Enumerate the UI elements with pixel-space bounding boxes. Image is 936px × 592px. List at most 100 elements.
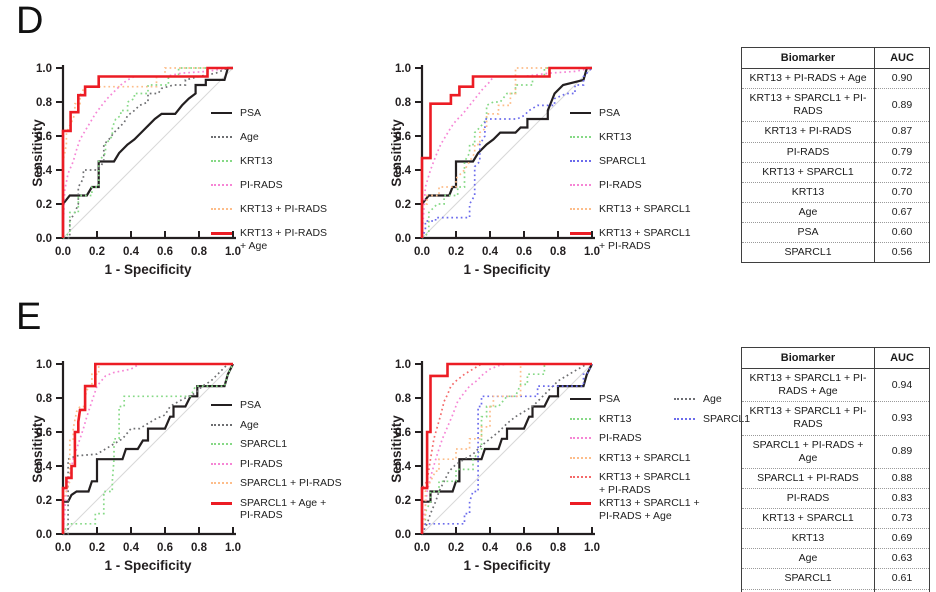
table-header-biomarker: Biomarker [741, 47, 875, 69]
auc-table-d: Biomarker AUC KRT13 + PI-RADS + Age 0.90 KRT… [741, 47, 931, 264]
auc-cell: 0.90 [874, 67, 930, 89]
x-axis-title: 1 - Specificity [463, 262, 551, 277]
diagonal-reference-line [421, 363, 593, 535]
x-tick-label: 0.2 [448, 542, 464, 554]
legend-line-swatch [570, 398, 591, 400]
roc-canvas: 0.00.0 0.2 0.2 0.4 0.4 0.6 0.6 0.8 0.8 1.0 1.0 1 - … [30, 359, 241, 573]
legend-entry: Age [674, 392, 722, 406]
biomarker-cell: KRT13 + PI-RADS [741, 121, 875, 142]
y-axis-title: Sensitivity [389, 415, 404, 483]
table-row: KRT13 + SPARCL1 0.73 [741, 507, 930, 529]
x-tick-label: 0.8 [550, 542, 567, 554]
legend-line-swatch [211, 404, 232, 406]
x-tick-label: 0.0 [414, 542, 430, 554]
auc-cell: 0.57 [874, 588, 930, 592]
roc-curve-krt13-pi-rads-age [61, 66, 233, 238]
x-tick-label: 0.0 [55, 542, 71, 554]
roc-curve-sparcl1 [421, 363, 593, 535]
legend-entry: Age [211, 130, 259, 144]
auc-cell: 0.56 [874, 242, 930, 263]
auc-cell: 0.89 [874, 434, 930, 469]
y-tick-label: 0.8 [36, 393, 53, 405]
diagonal-reference-line [62, 67, 234, 239]
x-tick-label: 1.0 [584, 542, 600, 554]
legend-line-swatch [211, 184, 232, 186]
roc-curve-krt13 [421, 67, 592, 239]
auc-cell: 0.69 [874, 528, 930, 549]
biomarker-cell: SPARCL1 + PI-RADS + Age [741, 434, 875, 469]
legend-line-swatch [570, 437, 591, 439]
legend-line-swatch [674, 398, 695, 400]
legend-row: KRT13 + SPARCL1 + PI-RADS [570, 470, 738, 496]
legend-row: PSA Age [570, 392, 738, 412]
legend-line-swatch [211, 443, 232, 445]
legend-entry: KRT13 + SPARCL1 + PI-RADS [570, 226, 691, 252]
auc-cell: 0.89 [874, 88, 930, 122]
roc-curve-krt13-sparcl1-pi-rads-age [420, 362, 592, 534]
legend-entry: PSA [570, 392, 674, 406]
legend-label: SPARCL1 [703, 412, 751, 425]
y-tick-label: 0.4 [395, 461, 412, 473]
legend-entry: PSA [211, 398, 261, 412]
y-tick-label: 0.4 [36, 165, 53, 177]
legend-line-swatch [570, 136, 591, 138]
roc-curve-psa [61, 363, 234, 534]
legend: PSA Age KRT13 PI-RADS KRT13 + PI-RADS KRT13 +… [211, 106, 379, 252]
roc-curve-krt13 [62, 67, 233, 239]
biomarker-cell: KRT13 + SPARCL1 [741, 507, 875, 529]
legend-entry: PI-RADS [570, 431, 642, 445]
legend-line-swatch [211, 112, 232, 114]
auc-cell: 0.88 [874, 467, 930, 489]
table-row: Age 0.63 [741, 548, 930, 569]
table-header-biomarker: Biomarker [741, 347, 875, 369]
y-tick-label: 0.2 [36, 199, 52, 211]
table-row: KRT13 + SPARCL1 + PI-RADS 0.93 [741, 401, 930, 435]
legend-line-swatch [211, 501, 232, 505]
y-tick-label: 0.6 [395, 131, 411, 143]
x-tick-label: 0.4 [482, 542, 499, 554]
legend-entry: KRT13 [570, 412, 674, 426]
y-axis-title: Sensitivity [30, 119, 45, 187]
legend-line-swatch [570, 184, 591, 186]
legend-entry: KRT13 + PI-RADS [211, 202, 327, 216]
legend-row: KRT13 + PI-RADS [211, 202, 379, 226]
x-tick-label: 0.8 [191, 246, 208, 258]
y-axis-title: Sensitivity [389, 119, 404, 187]
auc-table: Biomarker AUC KRT13 + SPARCL1 + PI-RADS + … [741, 347, 930, 592]
table-row: PI-RADS 0.83 [741, 487, 930, 509]
roc-curve-psa [420, 363, 593, 534]
y-tick-label: 0.8 [395, 97, 412, 109]
legend-row: PI-RADS [211, 457, 379, 477]
diagonal-reference-line [62, 363, 234, 535]
roc-curve-krt13-pi-rads [62, 67, 233, 238]
legend-label: KRT13 + SPARCL1 + PI-RADS + Age [599, 497, 700, 522]
roc-curve-age [421, 363, 592, 535]
biomarker-cell: KRT13 + SPARCL1 [741, 161, 875, 183]
x-tick-label: 1.0 [225, 542, 241, 554]
roc-canvas: 0.00.0 0.2 0.2 0.4 0.4 0.6 0.6 0.8 0.8 1.0 1.0 1 - … [389, 359, 600, 573]
legend-label: SPARCL1 + PI-RADS [240, 477, 342, 489]
legend-row: SPARCL1 + Age + PI-RADS [211, 496, 379, 522]
legend: PSA KRT13 SPARCL1 PI-RADS KRT13 + SPARCL1 KRT… [570, 106, 738, 252]
legend-row: PSA [211, 106, 379, 130]
legend-label: KRT13 + PI-RADS [240, 203, 328, 215]
x-tick-label: 0.0 [55, 246, 71, 258]
legend-row: KRT13 + SPARCL1 + PI-RADS [570, 226, 738, 252]
legend-line-swatch [211, 208, 232, 210]
y-tick-label: 0.6 [395, 427, 411, 439]
y-tick-label: 1.0 [395, 359, 411, 371]
y-tick-label: 0.0 [395, 233, 411, 245]
legend-entry: SPARCL1 + Age + PI-RADS [211, 496, 326, 522]
legend-line-swatch [211, 423, 232, 426]
legend-label: KRT13 + SPARCL1 [599, 451, 691, 464]
table-row: PSA 0.60 [741, 221, 930, 243]
biomarker-cell: SPARCL1 [741, 242, 875, 263]
panel-letter-e: E [16, 296, 42, 338]
legend-line-swatch [570, 208, 591, 210]
legend-label: SPARCL1 + Age + PI-RADS [240, 496, 327, 522]
legend-entry: KRT13 [570, 130, 632, 144]
legend-row: KRT13 + SPARCL1 + PI-RADS + Age [570, 496, 738, 522]
legend-entry: KRT13 + SPARCL1 + PI-RADS + Age [570, 496, 700, 522]
roc-curve-pi-rads [62, 67, 233, 239]
